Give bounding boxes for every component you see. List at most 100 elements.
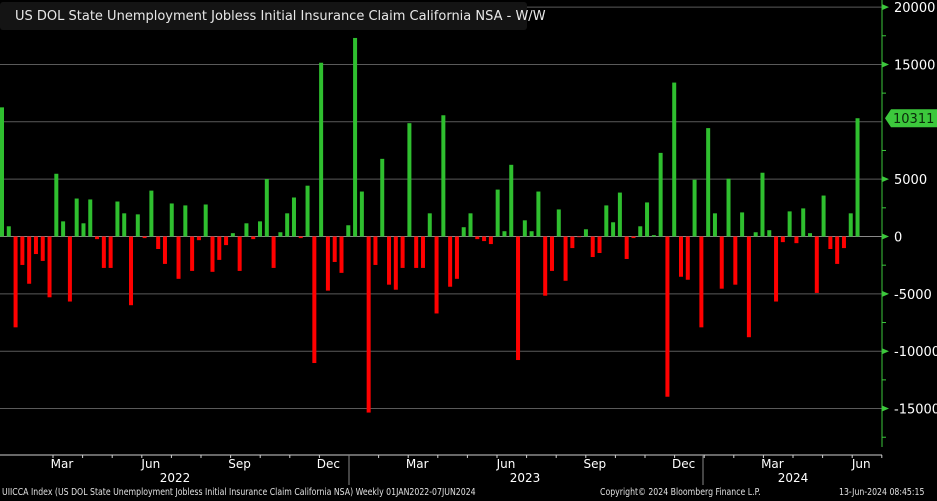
bar [814, 236, 819, 293]
bar [740, 212, 745, 237]
bar [74, 198, 79, 237]
legend-label: US DOL State Unemployment Jobless Initia… [15, 8, 546, 24]
x-month-label: Jun [140, 457, 160, 471]
bar [27, 236, 32, 284]
bar [142, 236, 147, 239]
bar [81, 223, 86, 237]
bar [556, 209, 561, 237]
bar-chart: 20000 15000 5000 0 -5000 -10000 -15000 10311 Ma… [0, 0, 937, 485]
bar [47, 236, 52, 298]
x-year-label: 2022 [160, 471, 191, 485]
x-month-label: Mar [51, 457, 74, 471]
bar [454, 236, 459, 279]
footer-index-description: UIICCA Index (US DOL State Unemployment … [2, 487, 476, 498]
bar [746, 236, 751, 338]
bar [495, 189, 500, 237]
bar [196, 236, 201, 241]
bar [407, 123, 412, 237]
bar [285, 213, 290, 237]
y-tick-label: 15000 [894, 58, 935, 73]
bar [461, 227, 466, 237]
x-year-label: 2024 [778, 471, 809, 485]
bar [6, 226, 11, 237]
bar [122, 213, 127, 237]
bar [821, 195, 826, 237]
bar [101, 236, 106, 268]
bar [156, 236, 161, 250]
bar [393, 236, 398, 290]
last-value-badge [885, 109, 937, 128]
bar [359, 191, 364, 237]
bar [699, 236, 704, 328]
x-year-label: 2023 [510, 471, 541, 485]
bar [488, 236, 493, 245]
bar [577, 236, 582, 238]
x-month-label: Jun [496, 457, 516, 471]
bar [353, 37, 358, 237]
bar [135, 214, 140, 237]
bar [760, 172, 765, 237]
bar [61, 221, 66, 237]
bar [828, 236, 833, 250]
bar [672, 82, 677, 237]
bar [787, 211, 792, 237]
bar [801, 208, 806, 237]
bar [516, 236, 521, 361]
x-month-label: Dec [672, 457, 695, 471]
bar [0, 107, 4, 237]
bar [434, 236, 439, 314]
bar [108, 236, 113, 268]
bar [271, 236, 276, 268]
bar [529, 231, 534, 237]
y-tick-arrow [882, 233, 889, 240]
bar [780, 236, 785, 243]
bar [319, 62, 324, 237]
bar [658, 152, 663, 237]
y-tick-arrow [882, 61, 889, 68]
bar [129, 236, 134, 306]
bar [570, 236, 575, 249]
bar [373, 236, 378, 265]
x-month-label: Mar [761, 457, 784, 471]
bar [420, 236, 425, 268]
footer-timestamp: 13-Jun-2024 08:45:15 [839, 487, 925, 498]
bar [733, 236, 738, 285]
bar [685, 236, 690, 280]
bar [692, 179, 697, 237]
bar [95, 236, 100, 240]
bar [258, 221, 263, 237]
footer-copyright: Copyright© 2024 Bloomberg Finance L.P. [600, 487, 761, 498]
y-tick-arrow [882, 405, 889, 412]
legend: US DOL State Unemployment Jobless Initia… [0, 2, 546, 30]
bar [305, 185, 310, 237]
bar [502, 231, 507, 237]
bar [448, 236, 453, 287]
gridlines [0, 6, 882, 410]
bar [617, 192, 622, 237]
bar [482, 236, 487, 242]
bar [543, 236, 548, 296]
bar [203, 204, 208, 237]
bar [20, 236, 25, 265]
bar [841, 236, 846, 249]
bar [726, 178, 731, 237]
bar [298, 236, 303, 239]
bar [611, 222, 616, 237]
y-tick-label: 20000 [894, 1, 935, 16]
bar [651, 235, 656, 237]
bar [583, 229, 588, 237]
bar [794, 236, 799, 244]
bars [0, 37, 860, 413]
bar [590, 236, 595, 258]
bar [400, 236, 405, 268]
y-tick-label: -15000 [894, 403, 937, 418]
bar [230, 233, 235, 237]
bar [712, 213, 717, 237]
bar [88, 199, 93, 237]
bar [549, 236, 554, 271]
bar [33, 236, 38, 255]
bar [427, 213, 432, 237]
bar [855, 118, 860, 237]
y-tick-label: -5000 [894, 288, 932, 303]
